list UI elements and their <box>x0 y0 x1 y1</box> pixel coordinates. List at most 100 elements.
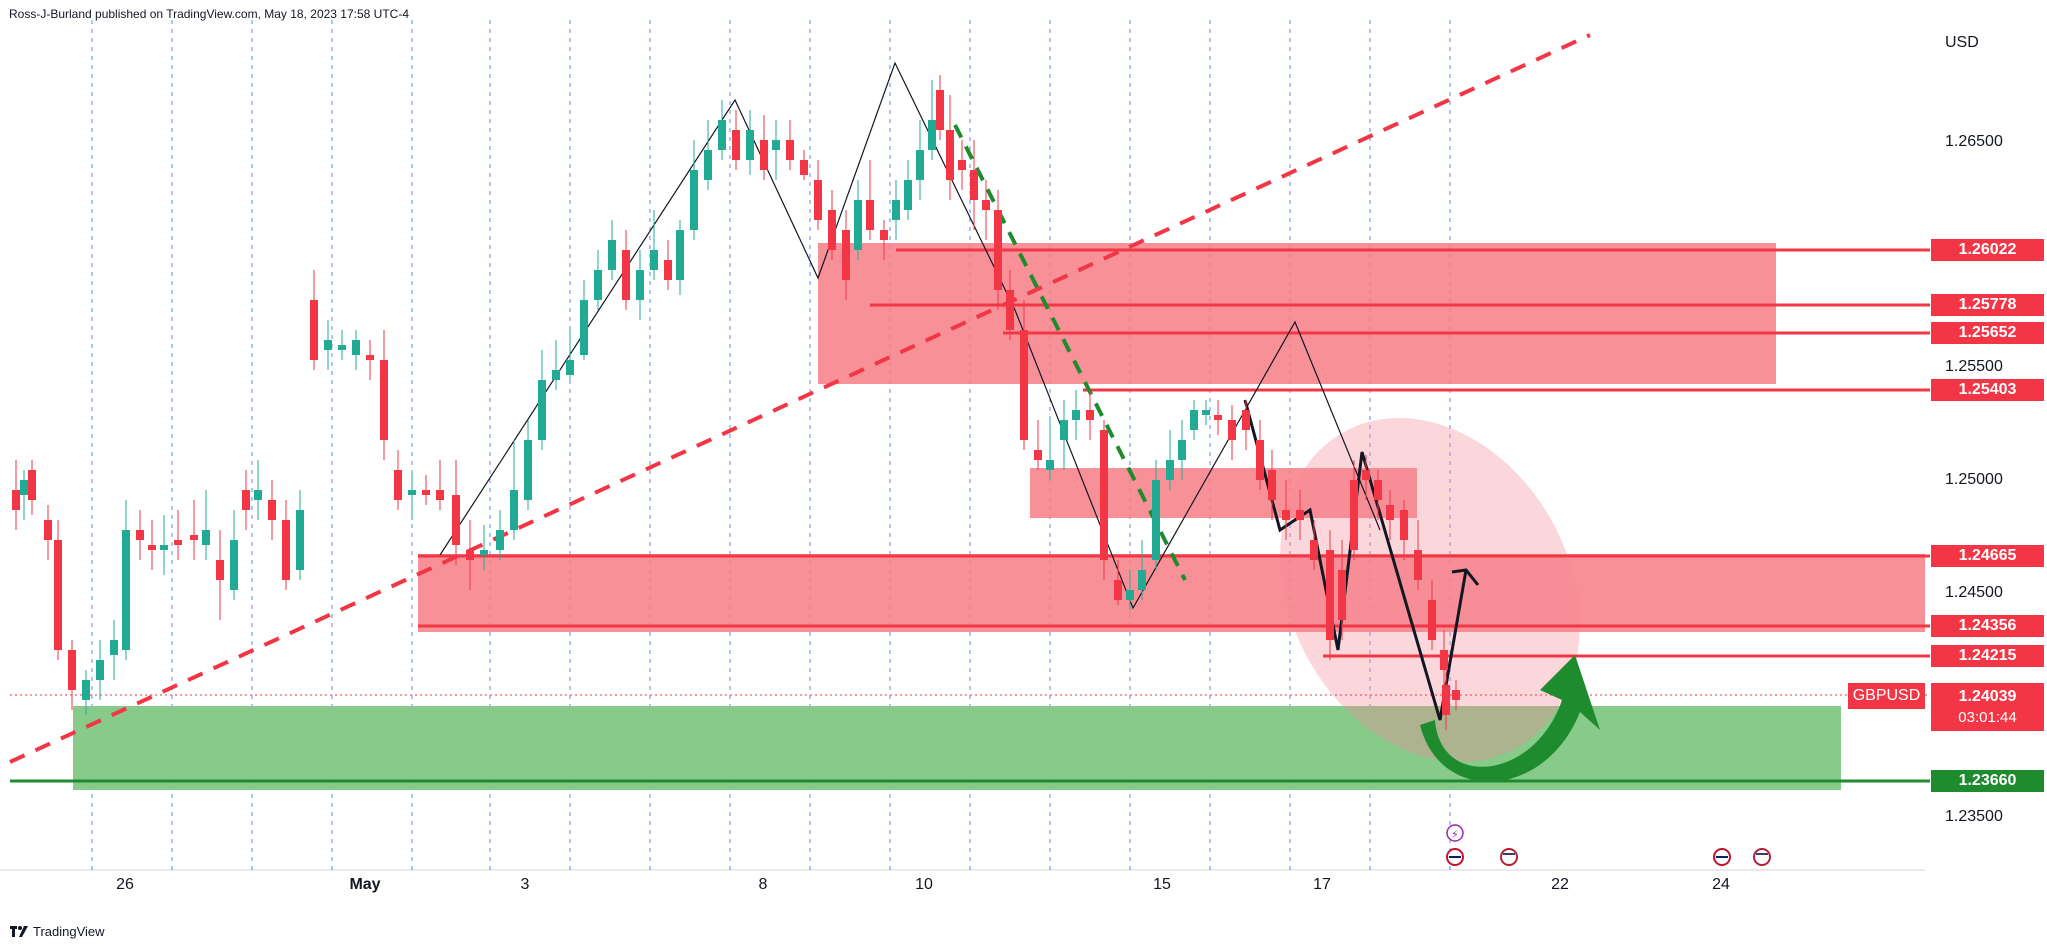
candle-body <box>28 470 36 500</box>
price-axis-tick: 1.24500 <box>1945 584 2003 601</box>
candle-body <box>20 480 28 495</box>
zigzag-thin <box>439 61 1381 610</box>
time-axis-tick: 24 <box>1712 876 1730 893</box>
candle-body <box>1166 460 1174 480</box>
candle-body <box>44 520 52 540</box>
us-flag-icon <box>1753 848 1771 866</box>
candle-body <box>160 545 168 550</box>
candle-body <box>854 200 862 250</box>
candle-body <box>524 440 532 500</box>
candle-body <box>338 345 346 350</box>
candle-body <box>958 160 966 170</box>
candle-body <box>1400 510 1408 540</box>
candle-body <box>216 560 224 580</box>
trendline-dashed <box>9 33 1591 764</box>
candle-body <box>904 180 912 210</box>
candle-body <box>1428 600 1436 640</box>
candle-body <box>1452 690 1460 700</box>
candle-body <box>664 260 672 280</box>
candle-body <box>174 540 182 545</box>
candle-body <box>892 200 900 220</box>
candle-body <box>1114 580 1122 600</box>
candle-body <box>1228 420 1236 440</box>
candle-body <box>1386 505 1394 520</box>
bar-countdown: 03:01:44 <box>1958 709 2017 726</box>
candle-body <box>608 240 616 270</box>
candle-body <box>1242 410 1250 430</box>
candle-body <box>436 490 444 500</box>
candle-body <box>1282 510 1290 520</box>
time-axis-tick: 22 <box>1551 876 1569 893</box>
price-axis-tick: 1.25000 <box>1945 471 2003 488</box>
candle-body <box>268 500 276 520</box>
candle-body <box>746 130 754 160</box>
candle-body <box>1296 510 1304 520</box>
time-axis-tick: 10 <box>915 876 933 893</box>
candle-body <box>760 140 768 170</box>
us-flag-icon <box>1500 848 1518 866</box>
candle-body <box>422 490 430 495</box>
candle-body <box>12 490 20 510</box>
candle-body <box>1046 460 1054 470</box>
candle-body <box>110 640 118 655</box>
currency-label: USD <box>1945 34 1979 51</box>
candle-body <box>480 550 488 555</box>
price-axis-tick: 1.26500 <box>1945 133 2003 150</box>
candle-body <box>552 370 560 380</box>
candle-body <box>828 210 836 250</box>
candle-body <box>970 170 978 200</box>
candle-body <box>324 340 332 350</box>
candle-body <box>394 470 402 500</box>
candle-body <box>880 230 888 240</box>
candle-body <box>636 270 644 300</box>
candle-body <box>466 550 474 560</box>
tradingview-brand: TradingView <box>33 924 105 939</box>
candle-body <box>1034 450 1042 460</box>
candle-body <box>1326 550 1334 640</box>
candle-body <box>68 650 76 690</box>
candle-body <box>842 230 850 280</box>
candle-body <box>1338 570 1346 620</box>
tradingview-footer[interactable]: TradingView <box>10 924 105 939</box>
candle-body <box>1414 550 1422 580</box>
candle-body <box>380 360 388 440</box>
candle-body <box>190 535 198 540</box>
candle-body <box>1100 430 1108 560</box>
level-tag-1-24356: 1.24356 <box>1931 615 2044 637</box>
candle-body <box>242 490 250 510</box>
candlesticks <box>12 75 1460 730</box>
candle-body <box>936 90 944 130</box>
candle-body <box>994 210 1002 290</box>
candle-body <box>1178 440 1186 460</box>
candle-body <box>96 660 104 680</box>
candle-body <box>1362 470 1370 480</box>
candle-body <box>1202 410 1210 415</box>
price-axis-tick: 1.23500 <box>1945 808 2003 825</box>
price-axis-tick: 1.25500 <box>1945 358 2003 375</box>
candle-body <box>866 200 874 230</box>
candle-body <box>1138 570 1146 590</box>
publisher-header: Ross-J-Burland published on TradingView.… <box>9 7 409 21</box>
candle-body <box>230 540 238 590</box>
candle-body <box>254 490 262 500</box>
candle-body <box>1006 290 1014 330</box>
candle-body <box>690 170 698 230</box>
candle-body <box>1310 540 1318 560</box>
candle-body <box>1440 650 1448 670</box>
candle-body <box>1256 440 1264 480</box>
flash-icon <box>1446 824 1464 842</box>
candle-body <box>566 360 574 375</box>
candle-body <box>580 300 588 355</box>
candle-body <box>1126 590 1134 600</box>
candle-body <box>1374 480 1382 500</box>
candle-body <box>1268 470 1276 500</box>
candle-body <box>982 200 990 210</box>
candle-body <box>1190 410 1198 430</box>
level-tag-1-23660: 1.23660 <box>1931 770 2044 792</box>
candle-body <box>1086 410 1094 420</box>
time-axis-tick: May <box>349 876 381 893</box>
time-axis-tick: 26 <box>116 876 134 893</box>
candle-body <box>408 490 416 495</box>
time-axis-tick: 8 <box>758 876 768 893</box>
